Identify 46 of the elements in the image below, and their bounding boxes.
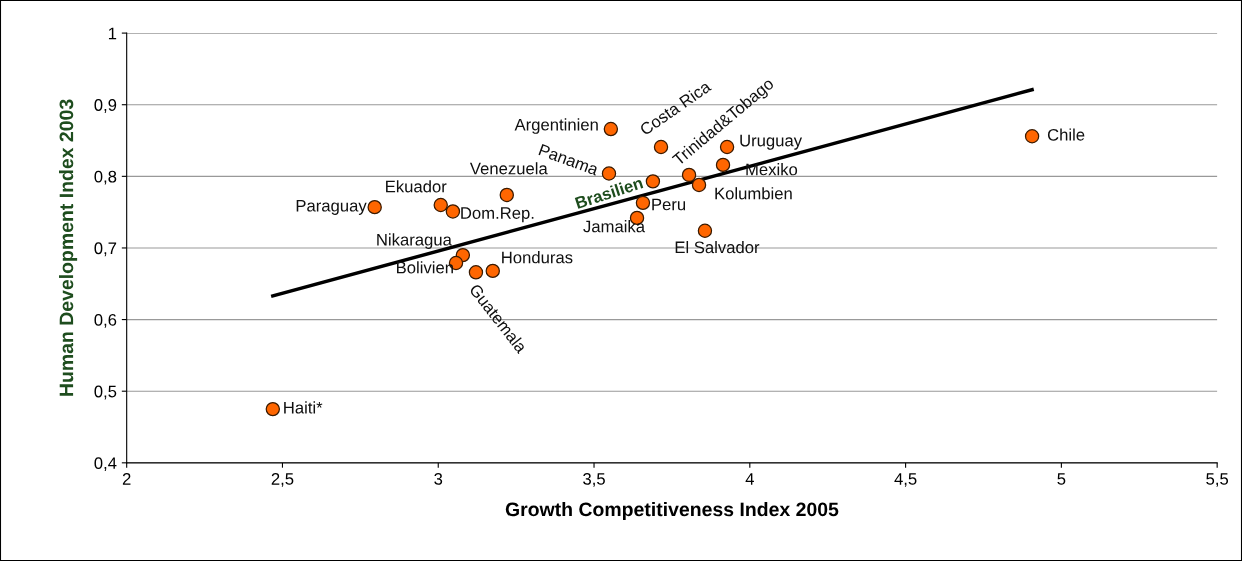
point (697, 223, 713, 238)
y-tick-label: 0,6 (94, 313, 117, 328)
point (468, 265, 484, 280)
annotation: Paraguay (296, 199, 367, 215)
x-tick-label: 5 (1057, 473, 1066, 485)
point (499, 187, 515, 203)
y-tick-label: 0,5 (94, 385, 117, 400)
annotation: Bolivien (397, 261, 453, 274)
annotation: Nikaragua (377, 233, 452, 249)
annotation: Haiti* (284, 401, 323, 414)
annotation: Dom.Rep. (461, 207, 534, 223)
y-tick-label: 0,8 (94, 170, 117, 185)
point (367, 199, 382, 215)
point (645, 174, 661, 189)
x-tick-label: 3,5 (583, 472, 605, 487)
x-tick-label: 3 (434, 472, 443, 485)
annotation: Peru (652, 198, 686, 211)
annotation: Argentinien (514, 118, 598, 134)
y-axis-title: Human Development Index 2003 (59, 99, 78, 396)
y-tick-label: 0,7 (94, 242, 117, 257)
point (433, 197, 448, 213)
point (1024, 129, 1040, 144)
x-tick-label: 2 (122, 472, 131, 485)
point (681, 167, 697, 183)
point (653, 139, 669, 155)
x-tick-label: 2,5 (271, 472, 294, 487)
x-axis-title: Growth Competitiveness Index 2005 (505, 501, 839, 521)
annotation: Jamaika (583, 220, 646, 233)
x-tick-label: 5,5 (1206, 473, 1229, 487)
point (265, 401, 281, 417)
point (691, 177, 707, 193)
point (485, 263, 500, 279)
annotation: Ekuador (386, 180, 447, 193)
x-tick-label: 4,5 (894, 473, 917, 487)
y-tick-label: 1 (108, 27, 117, 40)
annotation: El Salvador (675, 241, 760, 254)
annotation: Mexiko (746, 163, 798, 176)
point (603, 121, 619, 137)
annotation: Honduras (502, 251, 573, 264)
y-tick-label: 0,9 (94, 99, 117, 113)
annotation: Chile (1047, 128, 1085, 141)
annotation: Kolumbien (715, 187, 792, 200)
y-tick-label: 0,4 (94, 457, 117, 471)
x-tick-label: 4 (745, 473, 754, 485)
point (601, 166, 617, 181)
point (445, 204, 461, 219)
